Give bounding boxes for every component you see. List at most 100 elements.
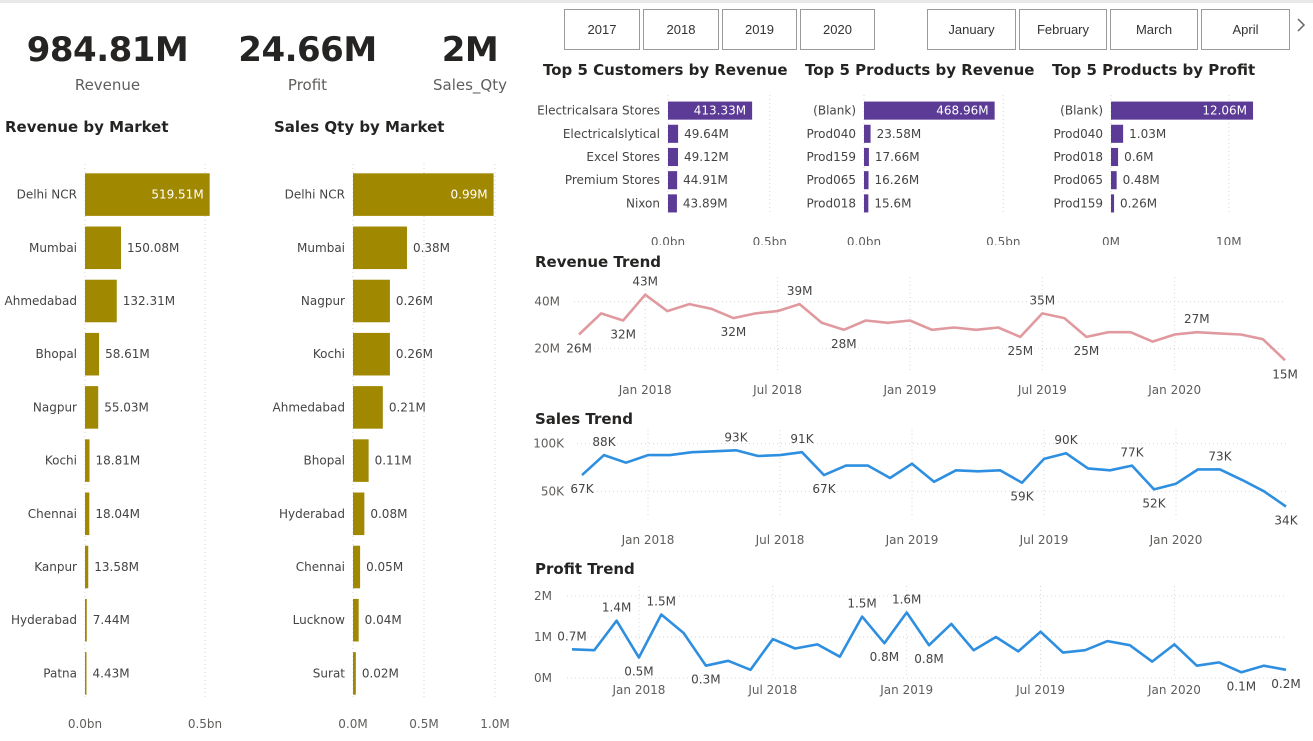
bar — [864, 171, 869, 190]
month-button-january[interactable]: January — [927, 9, 1016, 50]
x-tick-label: 0.5bn — [753, 235, 787, 245]
kpi-value: 984.81M — [26, 30, 189, 70]
year-button-2018[interactable]: 2018 — [643, 9, 719, 50]
bar — [668, 124, 679, 143]
x-tick-label: Jan 2020 — [1147, 383, 1201, 397]
kpi-revenue[interactable]: 984.81M Revenue — [20, 30, 195, 94]
bar — [353, 332, 390, 376]
category-label: Ahmedabad — [273, 400, 345, 414]
bar — [85, 386, 99, 429]
year-button-2019[interactable]: 2019 — [722, 9, 797, 50]
sales-trend-chart[interactable]: 50K 100K Jan 2018 Jul 2018 Jan 2019 Jul 2019 J… — [530, 430, 1305, 555]
point-label: 1.5M — [647, 595, 676, 609]
point-label: 0.8M — [914, 652, 943, 666]
point-label: 28M — [831, 337, 857, 351]
top5-products-profit-chart[interactable]: 0M 10M (Blank) 12.06M Prod040 1.03M Prod018 0.6… — [1040, 90, 1310, 245]
chart-title-revenue-trend: Revenue Trend — [535, 253, 661, 271]
category-label: Chennai — [296, 560, 345, 574]
category-label: Nagpur — [33, 400, 77, 414]
data-label: 0.08M — [370, 507, 407, 521]
chart-title-top5-products-profit: Top 5 Products by Profit — [1052, 61, 1256, 79]
point-label: 26M — [566, 342, 592, 356]
category-label: Bhopal — [36, 347, 77, 361]
data-label: 16.26M — [875, 173, 920, 187]
year-button-2020[interactable]: 2020 — [800, 9, 875, 50]
bar — [85, 173, 210, 216]
kpi-value: 24.66M — [238, 30, 377, 70]
x-tick-label: Jan 2020 — [1147, 683, 1201, 697]
bar — [85, 279, 117, 323]
point-label: 1.5M — [847, 597, 876, 611]
bar — [353, 439, 369, 482]
point-label: 0.3M — [691, 673, 720, 687]
category-label: Mumbai — [29, 241, 77, 255]
point-label: 67K — [570, 482, 594, 496]
top5-customers-chart[interactable]: 0.0bn 0.5bn Electricalsara Stores 413.33M El… — [535, 90, 800, 245]
point-label: 0.5M — [624, 665, 653, 679]
point-label: 25M — [1074, 344, 1100, 358]
x-tick-label: 1.0M — [480, 717, 509, 731]
data-label: 0.26M — [396, 347, 433, 361]
bar — [864, 194, 869, 213]
x-tick-label: 0.5M — [409, 717, 438, 731]
category-label: Premium Stores — [565, 173, 660, 187]
sales-qty-by-market-chart[interactable]: 0.0M 0.5M 1.0M Delhi NCR 0.99M Mumbai 0.38M Nag… — [262, 140, 524, 740]
kpi-profit[interactable]: 24.66M Profit — [225, 30, 390, 94]
point-label: 32M — [610, 327, 636, 341]
point-label: 32M — [721, 325, 747, 339]
category-label: Hyderabad — [11, 613, 77, 627]
bar — [864, 124, 871, 143]
category-label: Prod018 — [1053, 150, 1103, 164]
bar — [353, 545, 361, 589]
point-label: 25M — [1007, 344, 1033, 358]
bar — [85, 652, 87, 695]
category-label: Prod018 — [806, 196, 856, 210]
data-label: 0.48M — [1123, 173, 1160, 187]
bar — [864, 101, 995, 120]
category-label: (Blank) — [813, 104, 856, 118]
profit-trend-chart[interactable]: 0M 1M 2M Jan 2018 Jul 2018 Jan 2019 Jul 2019 Ja… — [530, 582, 1305, 702]
category-label: Surat — [313, 666, 346, 680]
data-label: 58.61M — [105, 347, 150, 361]
series-line — [581, 448, 1287, 508]
year-button-2017[interactable]: 2017 — [564, 9, 640, 50]
top5-products-revenue-chart[interactable]: 0.0bn 0.5bn (Blank) 468.96M Prod040 23.58M Pro… — [800, 90, 1040, 245]
category-label: Kanpur — [34, 560, 77, 574]
y-tick-label: 100K — [533, 437, 565, 451]
data-label: 1.03M — [1129, 127, 1166, 141]
kpi-sales-qty[interactable]: 2M Sales_Qty — [425, 30, 515, 94]
y-tick-label: 50K — [541, 484, 565, 498]
revenue-by-market-chart[interactable]: 0.0bn 0.5bn Delhi NCR 519.51M Mumbai 150.08M A… — [0, 140, 260, 740]
data-label: 12.06M — [1202, 104, 1247, 118]
data-label: 13.58M — [94, 560, 139, 574]
month-button-february[interactable]: February — [1019, 9, 1107, 50]
category-label: Nixon — [626, 196, 660, 210]
bar — [864, 147, 869, 167]
data-label: 0.38M — [413, 241, 450, 255]
data-label: 0.05M — [366, 560, 403, 574]
point-label: 93K — [724, 430, 748, 444]
category-label: Prod065 — [806, 173, 856, 187]
month-button-march[interactable]: March — [1110, 9, 1198, 50]
category-label: Kochi — [45, 454, 77, 468]
category-label: Prod040 — [1053, 127, 1103, 141]
data-label: 55.03M — [104, 400, 149, 414]
series-line — [571, 611, 1287, 674]
point-label: 91K — [790, 432, 814, 446]
chevron-right-icon[interactable] — [1296, 17, 1306, 38]
bar — [1111, 194, 1115, 213]
x-tick-label: Jan 2019 — [885, 533, 939, 547]
data-label: 468.96M — [936, 104, 988, 118]
point-label: 52K — [1142, 496, 1166, 510]
bar — [85, 545, 89, 589]
category-label: Kochi — [313, 347, 345, 361]
x-tick-label: Jul 2018 — [752, 383, 802, 397]
point-label: 1.6M — [892, 592, 921, 606]
category-label: Bhopal — [304, 454, 345, 468]
data-label: 49.12M — [684, 150, 729, 164]
data-label: 18.04M — [95, 507, 140, 521]
x-tick-label: Jan 2018 — [621, 533, 675, 547]
revenue-trend-chart[interactable]: 20M 40M Jan 2018 Jul 2018 Jan 2019 Jul 2019 Ja… — [530, 275, 1305, 405]
chart-title-sales-qty-by-market: Sales Qty by Market — [274, 118, 445, 136]
month-button-april[interactable]: April — [1201, 9, 1290, 50]
